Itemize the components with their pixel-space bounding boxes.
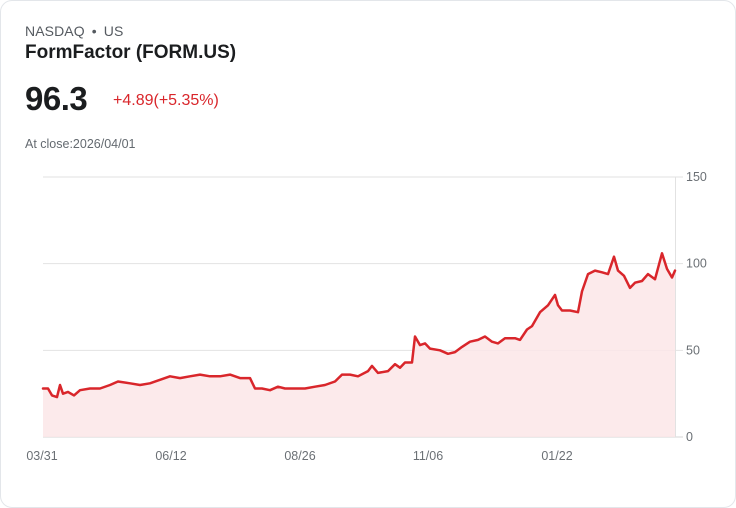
x-axis-ticks: 03/31 06/12 08/26 11/06 01/22 <box>26 449 572 463</box>
exchange-name: NASDAQ <box>25 23 85 39</box>
exchange-line: NASDAQ • US <box>25 23 123 39</box>
stock-title: FormFactor (FORM.US) <box>25 42 237 63</box>
y-tick-label: 150 <box>686 170 707 184</box>
price-line <box>41 252 677 399</box>
x-tick-label: 01/22 <box>541 449 572 463</box>
x-tick-label: 03/31 <box>26 449 57 463</box>
y-tick-label: 100 <box>686 257 707 271</box>
y-tick-label: 0 <box>686 430 693 444</box>
separator-dot: • <box>91 23 97 39</box>
x-tick-label: 11/06 <box>413 449 443 463</box>
region: US <box>103 23 124 39</box>
price-area-fill <box>43 253 675 437</box>
y-tick-label: 50 <box>686 343 700 357</box>
price-change: +4.89(+5.35%) <box>113 92 219 109</box>
y-axis-ticks: 0 50 100 150 <box>686 170 707 444</box>
current-price: 96.3 <box>25 80 88 117</box>
close-date: At close:2026/04/01 <box>25 137 136 151</box>
x-tick-label: 06/12 <box>155 449 186 463</box>
x-tick-label: 08/26 <box>284 449 315 463</box>
